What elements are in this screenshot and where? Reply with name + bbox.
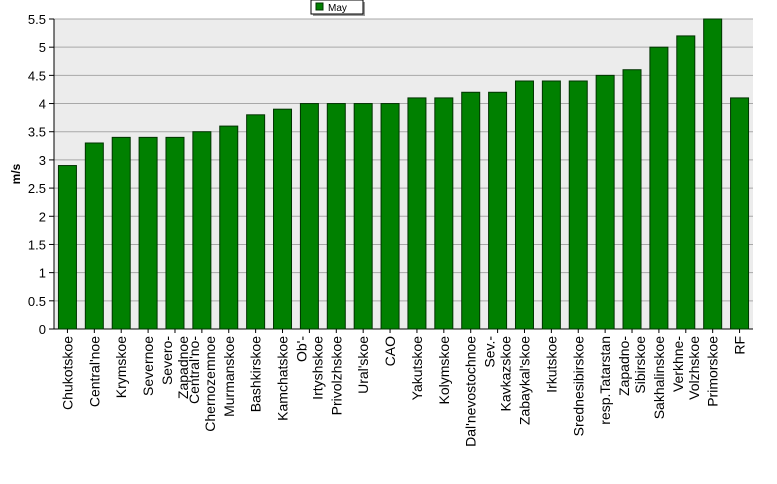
y-tick-label: 4.5 [28,68,46,83]
x-tick-label: Srednesibirskoe [570,336,586,437]
x-tick-label: Dal'nevostochnoe [463,336,479,447]
x-tick-label: Severnoe [140,336,156,396]
y-tick-label: 0 [39,322,46,337]
legend-box [310,0,364,15]
bar [488,91,508,330]
bar [299,103,319,330]
x-tick-label: Zabaykal'skoe [516,336,532,425]
y-axis-label: m/s [9,163,23,184]
x-tick-label: Zapadno-Sibirskoe [616,336,648,396]
x-tick-label: Chukotskoe [59,336,75,410]
bar [246,114,266,330]
y-tick-label: 2 [39,209,46,224]
bar [649,46,669,330]
y-tick-label: 5.5 [28,12,46,27]
plot-area [54,19,753,329]
y-tick-label: 4 [39,97,46,112]
x-tick-label: Kolymskoe [436,336,452,405]
y-tick-label: 5 [39,40,46,55]
bar [461,91,481,330]
x-tick-label: Ob'-Irtyshskoe [293,336,325,400]
x-tick-label: Central'no-Chernozemnoe [186,336,218,432]
bar [353,103,373,330]
bar [380,103,400,330]
x-tick-label: RF [732,336,748,355]
x-tick-label: Bashkirskoe [248,336,264,412]
bar [111,136,131,330]
bar [165,136,185,330]
bar [730,97,750,330]
x-tick-label: Primorskoe [705,336,721,407]
x-tick-label: Sev.-Kavkazskoe [482,336,514,412]
bar [84,142,104,330]
legend-label: May [328,3,347,14]
x-tick-label: Verkhne-Volzhskoe [670,336,702,400]
bar [622,69,642,330]
bar [273,108,293,330]
bar [407,97,427,330]
x-tick-label: Severo-Zapadnoe [159,336,191,399]
bar [568,80,588,330]
bar [138,136,158,330]
x-tick-label: Irkutskoe [543,336,559,393]
x-tick-label: Krymskoe [113,336,129,398]
bar [514,80,534,330]
bar [219,125,239,330]
x-tick-label: Murmanskoe [221,336,237,417]
bar [595,74,615,330]
x-tick-label: resp.Tatarstan [597,336,613,425]
bar [192,131,212,330]
x-tick-label: Sakhalinskoe [651,336,667,419]
y-tick-label: 3 [39,153,46,168]
bar [326,103,346,330]
x-tick-label: Central'noe [86,336,102,407]
y-tick-label: 3.5 [28,125,46,140]
x-tick-label: Ural'skoe [355,336,371,394]
bar [541,80,561,330]
y-tick-label: 2.5 [28,181,46,196]
bar [57,165,77,330]
bar [434,97,454,330]
x-tick-label: CAO [382,336,398,366]
bar [703,18,723,330]
y-tick-label: 1 [39,266,46,281]
y-tick-label: 1.5 [28,237,46,252]
x-tick-label: Yakutskoe [409,336,425,401]
x-tick-label: Kamchatskoe [275,336,291,421]
legend-swatch [315,2,324,11]
y-tick-label: 0.5 [28,294,46,309]
bar [676,35,696,330]
x-tick-label: Privolzhskoe [328,336,344,416]
